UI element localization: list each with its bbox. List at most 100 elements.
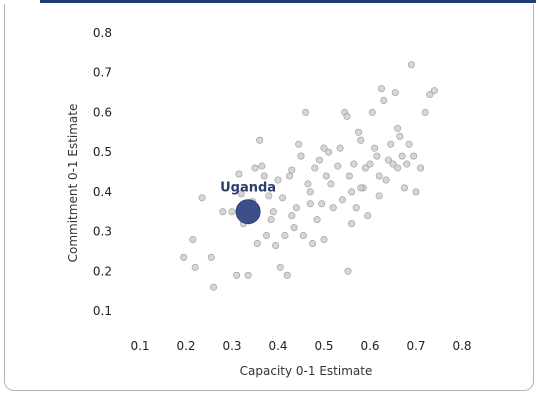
data-point: [354, 128, 362, 136]
data-point: [430, 87, 438, 95]
data-point: [325, 148, 333, 156]
data-point: [352, 204, 360, 212]
data-point: [389, 160, 397, 168]
data-point: [304, 180, 312, 188]
data-point: [338, 196, 346, 204]
data-point: [384, 156, 392, 164]
data-point: [322, 172, 330, 180]
y-tick-label: 0.4: [93, 185, 112, 199]
data-point: [272, 241, 280, 249]
x-tick-label: 0.2: [176, 339, 195, 353]
data-point: [348, 188, 356, 196]
data-point: [297, 152, 305, 160]
data-point: [327, 180, 335, 188]
data-point: [329, 204, 337, 212]
data-point: [233, 271, 241, 279]
highlight-label: Uganda: [220, 181, 276, 196]
data-point: [407, 61, 415, 69]
data-point: [228, 208, 236, 216]
data-point: [306, 200, 314, 208]
data-point: [219, 208, 227, 216]
data-point: [299, 232, 307, 240]
data-point: [394, 124, 402, 132]
data-point: [357, 136, 365, 144]
data-point: [334, 162, 342, 170]
data-point: [320, 144, 328, 152]
y-tick-label: 0.2: [93, 264, 112, 278]
data-point: [313, 216, 321, 224]
data-point: [262, 232, 270, 240]
y-tick-labels: 0.1 0.2 0.3 0.4 0.5 0.6 0.7 0.8: [93, 26, 112, 318]
data-point: [311, 164, 319, 172]
data-point: [398, 152, 406, 160]
data-point: [345, 172, 353, 180]
data-point: [207, 253, 215, 261]
data-point: [267, 216, 275, 224]
data-point: [366, 160, 374, 168]
y-tick-label: 0.5: [93, 145, 112, 159]
data-point: [426, 91, 434, 99]
data-point: [292, 204, 300, 212]
x-tick-label: 0.1: [130, 339, 149, 353]
data-point: [237, 190, 245, 198]
highlight-point: [235, 199, 261, 225]
data-point: [377, 85, 385, 93]
y-axis-label: Commitment 0-1 Estimate: [66, 104, 80, 263]
data-point: [350, 160, 358, 168]
data-point: [375, 172, 383, 180]
data-point: [244, 271, 252, 279]
data-points: [180, 61, 438, 291]
data-point: [405, 140, 413, 148]
y-tick-label: 0.8: [93, 26, 112, 40]
y-tick-label: 0.1: [93, 304, 112, 318]
data-point: [279, 194, 287, 202]
data-point: [371, 144, 379, 152]
data-point: [410, 152, 418, 160]
top-accent-bar: [40, 0, 536, 3]
data-point: [251, 164, 259, 172]
data-point: [361, 164, 369, 172]
data-point: [318, 200, 326, 208]
y-tick-label: 0.3: [93, 225, 112, 239]
data-point: [302, 108, 310, 116]
chart-frame: [4, 4, 534, 391]
x-tick-label: 0.3: [222, 339, 241, 353]
data-point: [191, 263, 199, 271]
data-point: [394, 164, 402, 172]
data-point: [198, 194, 206, 202]
data-point: [285, 172, 293, 180]
data-point: [260, 172, 268, 180]
data-point: [373, 152, 381, 160]
x-tick-label: 0.8: [452, 339, 471, 353]
data-point: [290, 224, 298, 232]
data-point: [368, 108, 376, 116]
x-tick-label: 0.4: [268, 339, 287, 353]
data-point: [403, 160, 411, 168]
data-point: [288, 166, 296, 174]
data-point: [308, 239, 316, 247]
data-point: [306, 188, 314, 196]
data-point: [348, 220, 356, 228]
y-tick-label: 0.7: [93, 66, 112, 80]
y-tick-label: 0.6: [93, 105, 112, 119]
data-point: [288, 212, 296, 220]
data-point: [387, 140, 395, 148]
data-point: [210, 283, 218, 291]
data-point: [364, 212, 372, 220]
data-point: [391, 89, 399, 97]
x-tick-labels: 0.1 0.2 0.3 0.4 0.5 0.6 0.7 0.8: [130, 339, 471, 353]
data-point: [400, 184, 408, 192]
data-point: [265, 192, 273, 200]
data-point: [336, 144, 344, 152]
data-point: [380, 97, 388, 105]
data-point: [412, 188, 420, 196]
x-tick-label: 0.5: [314, 339, 333, 353]
x-axis-label: Capacity 0-1 Estimate: [240, 364, 373, 378]
data-point: [189, 236, 197, 244]
data-point: [396, 132, 404, 140]
data-point: [343, 112, 351, 120]
data-point: [382, 176, 390, 184]
data-point: [276, 263, 284, 271]
data-point: [253, 239, 261, 247]
